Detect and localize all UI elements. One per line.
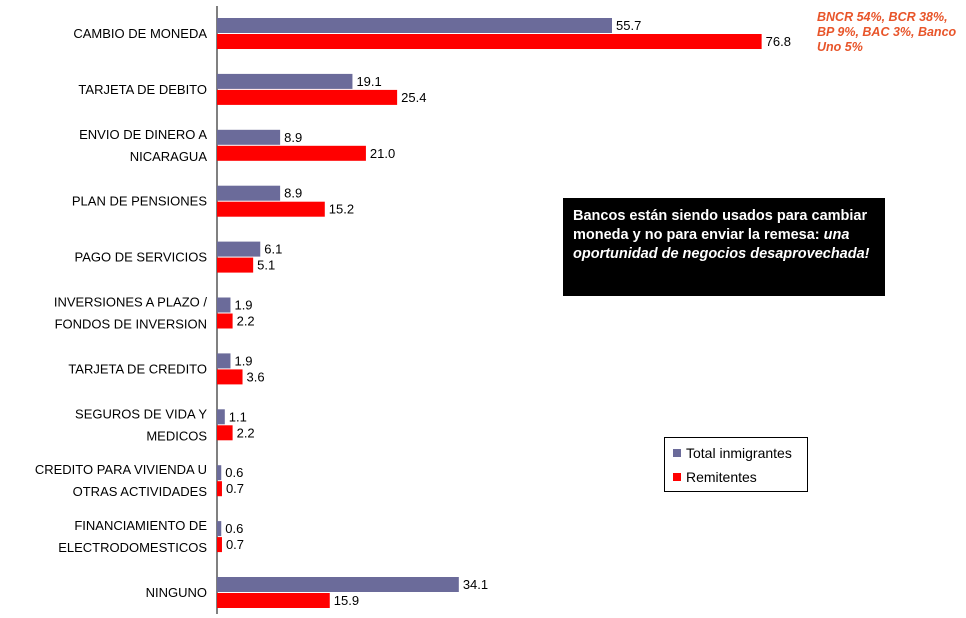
legend-label: Remitentes (686, 469, 757, 485)
data-label: 8.9 (284, 130, 302, 145)
data-label: 19.1 (356, 74, 381, 89)
data-label: 2.2 (237, 425, 255, 440)
note-lead-text: Bancos están siendo usados para cambiar … (573, 208, 868, 243)
bar-remitentes (217, 145, 366, 161)
bar-remitentes (217, 425, 233, 441)
data-label: 8.9 (284, 186, 302, 201)
data-label: 55.7 (616, 18, 641, 33)
data-label: 1.1 (229, 409, 247, 424)
category-label: PAGO DE SERVICIOS (75, 250, 208, 265)
category-label: CREDITO PARA VIVIENDA U (35, 462, 207, 477)
note-emphasis-text: una oportunidad de negocios desaprovecha… (573, 227, 870, 262)
category-label: PLAN DE PENSIONES (72, 194, 207, 209)
category-label: NICARAGUA (130, 149, 208, 164)
bar-remitentes (217, 257, 254, 273)
bar-total-inmigrantes (217, 577, 459, 592)
insight-note-box: Bancos están siendo usados para cambiar … (563, 198, 885, 296)
bar-total-inmigrantes (217, 185, 281, 201)
legend: Total inmigrantes Remitentes (664, 437, 808, 492)
category-label: TARJETA DE CREDITO (68, 361, 207, 376)
data-label: 34.1 (463, 577, 488, 592)
bar-remitentes (217, 34, 762, 49)
bar-total-inmigrantes (217, 18, 612, 33)
legend-item-total-inmigrantes: Total inmigrantes (673, 444, 792, 462)
category-label: ENVIO DE DINERO A (79, 127, 207, 142)
bar-total-inmigrantes (217, 409, 225, 425)
data-label: 15.9 (334, 593, 359, 608)
data-label: 21.0 (370, 146, 395, 161)
data-label: 25.4 (401, 90, 426, 105)
legend-swatch (673, 473, 681, 481)
data-label: 1.9 (234, 298, 252, 313)
bar-total-inmigrantes (217, 297, 231, 313)
bar-remitentes (217, 537, 222, 553)
bar-remitentes (217, 481, 222, 497)
callout-line: BP 9%, BAC 3%, Banco (817, 25, 957, 39)
data-label: 76.8 (766, 34, 791, 49)
callout-line: Uno 5% (817, 40, 863, 54)
data-label: 2.2 (237, 314, 255, 329)
category-label: MEDICOS (146, 428, 207, 443)
bar-total-inmigrantes (217, 73, 353, 89)
data-label: 3.6 (247, 369, 265, 384)
category-label: ELECTRODOMESTICOS (58, 540, 207, 555)
data-label: 0.7 (226, 481, 244, 496)
callout-line: BNCR 54%, BCR 38%, (817, 10, 948, 24)
legend-label: Total inmigrantes (686, 445, 792, 461)
data-label: 1.9 (234, 353, 252, 368)
bar-total-inmigrantes (217, 353, 231, 369)
category-label: SEGUROS DE VIDA Y (75, 406, 207, 421)
category-label: FONDOS DE INVERSION (55, 317, 207, 332)
bar-remitentes (217, 593, 330, 608)
category-label: NINGUNO (146, 585, 207, 600)
bar-remitentes (217, 369, 243, 385)
data-label: 0.6 (225, 521, 243, 536)
data-label: 0.6 (225, 465, 243, 480)
category-label: CAMBIO DE MONEDA (73, 26, 207, 41)
bar-total-inmigrantes (217, 521, 222, 537)
bar-remitentes (217, 313, 233, 329)
data-label: 15.2 (329, 202, 354, 217)
bank-share-callout: BNCR 54%, BCR 38%, BP 9%, BAC 3%, Banco … (817, 10, 966, 55)
bar-remitentes (217, 89, 398, 105)
category-label: INVERSIONES A PLAZO / (54, 295, 208, 310)
bar-remitentes (217, 201, 325, 217)
data-label: 6.1 (264, 242, 282, 257)
bar-total-inmigrantes (217, 241, 261, 257)
legend-item-remitentes: Remitentes (673, 468, 757, 486)
legend-swatch (673, 449, 681, 457)
category-label: OTRAS ACTIVIDADES (73, 484, 208, 499)
bar-total-inmigrantes (217, 129, 281, 145)
category-label: TARJETA DE DEBITO (78, 82, 207, 97)
data-label: 0.7 (226, 537, 244, 552)
category-label: FINANCIAMIENTO DE (74, 518, 207, 533)
bar-total-inmigrantes (217, 465, 222, 481)
data-label: 5.1 (257, 258, 275, 273)
